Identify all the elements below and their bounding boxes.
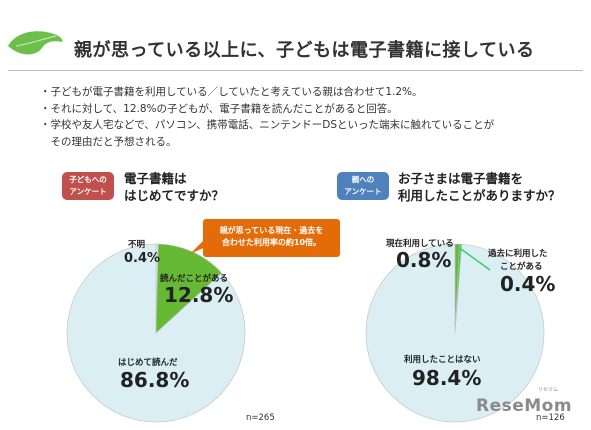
left-question: 電子書籍は はじめてですか？ <box>124 170 224 204</box>
page-title: 親が思っている以上に、子どもは電子書籍に接している <box>74 40 535 61</box>
callout-line: 合わせた利用率の約10倍。 <box>221 238 322 247</box>
label-unknown: 不明 <box>128 240 146 250</box>
right-question: お子さまは電子書籍を 利用したことがありますか？ <box>398 170 561 204</box>
value-first: 86.8% <box>120 368 190 392</box>
label-past-line2: ことがある <box>500 262 543 272</box>
right-sample-size: n=126 <box>536 413 565 423</box>
tag-line: アンケート <box>344 187 382 196</box>
label-first: はじめて読んだ <box>118 358 178 368</box>
leaf-icon <box>8 31 63 55</box>
bullet-item: その理由だと予想される。 <box>40 135 177 148</box>
label-read: 読んだことがある <box>160 274 229 284</box>
parent-survey-tag: 親への アンケート <box>337 172 389 200</box>
leader-line-past <box>460 248 491 271</box>
title-divider <box>8 70 583 71</box>
bullet-item: ・それに対して、12.8%の子どもが、電子書籍を読んだことがあると回答。 <box>40 102 398 115</box>
pie-slice-first <box>66 243 246 423</box>
value-current: 0.8% <box>396 248 452 272</box>
callout-pointer <box>190 240 212 254</box>
question-line: はじめてですか？ <box>124 188 225 203</box>
callout-line: 親が思っている現在・過去を <box>219 226 324 235</box>
value-read: 12.8% <box>164 283 234 307</box>
callout-box: 親が思っている現在・過去を 合わせた利用率の約10倍。 <box>203 219 340 257</box>
bullet-item: ・子どもが電子書籍を利用している／していたと考えている親は合わせて1.2%。 <box>40 86 423 98</box>
label-past-line1: 過去に利用した <box>488 249 548 259</box>
bullet-list: ・子どもが電子書籍を利用している／していたと考えている親は合わせて1.2%。 ・… <box>40 84 580 150</box>
resemom-logo: ReseMom <box>476 396 573 416</box>
question-line: お子さまは電子書籍を <box>398 171 524 186</box>
question-line: 利用したことがありますか？ <box>398 188 561 203</box>
logo-kana: リセマム <box>538 387 559 393</box>
tag-line: 子どもへの <box>69 175 107 184</box>
pie-slice-never <box>365 243 545 423</box>
child-survey-tag: 子どもへの アンケート <box>62 172 114 200</box>
value-never: 98.4% <box>412 366 482 390</box>
value-past: 0.4% <box>500 272 556 296</box>
tag-line: 親への <box>351 175 375 184</box>
left-sample-size: n=265 <box>246 413 275 423</box>
label-current: 現在利用している <box>386 239 454 249</box>
bullet-item: ・学校や友人宅などで、パソコン、携帯電話、ニンテンドーDSといった端末に触れてい… <box>40 119 495 131</box>
value-unknown: 0.4% <box>124 251 161 266</box>
tag-line: アンケート <box>69 187 107 196</box>
label-never: 利用したことはない <box>404 355 481 365</box>
question-line: 電子書籍は <box>124 171 187 186</box>
